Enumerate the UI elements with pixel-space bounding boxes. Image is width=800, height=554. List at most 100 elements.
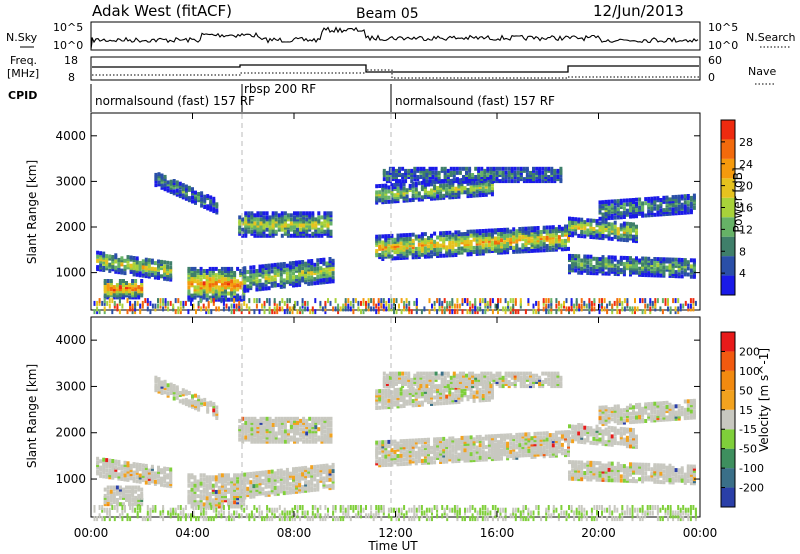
heatmap-cell (286, 229, 290, 234)
heatmap-cell (217, 285, 221, 290)
heatmap-cell (375, 236, 379, 241)
heatmap-cell (289, 437, 293, 442)
heatmap-cell (111, 309, 114, 315)
heatmap-cell (302, 219, 306, 224)
heatmap-cell (320, 439, 324, 444)
heatmap-cell (472, 245, 476, 250)
heatmap-cell (150, 464, 154, 469)
heatmap-cell (451, 240, 455, 245)
heatmap-cell (129, 465, 133, 470)
heatmap-cell (131, 306, 134, 312)
heatmap-cell (457, 454, 461, 459)
heatmap-cell (644, 197, 648, 202)
heatmap-cell (166, 188, 170, 193)
heatmap-cell (220, 298, 223, 304)
heatmap-cell (653, 206, 657, 211)
heatmap-cell (289, 425, 293, 430)
heatmap-cell (387, 452, 391, 457)
heatmap-cell (169, 480, 173, 484)
heatmap-cell (166, 275, 170, 280)
heatmap-cell (199, 271, 203, 275)
heatmap-cell (494, 228, 497, 233)
velocity-heatmap (93, 371, 697, 522)
cpid-row: CPID normalsound (fast) 157 RF rbsp 200 … (8, 82, 555, 112)
heatmap-cell (398, 303, 400, 309)
heatmap-cell (610, 228, 614, 233)
heatmap-cell (276, 303, 279, 309)
heatmap-cell (506, 244, 510, 249)
heatmap-cell (411, 249, 415, 254)
heatmap-cell (245, 303, 248, 309)
heatmap-cell (439, 441, 443, 446)
heatmap-cell (227, 277, 230, 282)
heatmap-cell (475, 445, 479, 450)
heatmap-cell (427, 458, 430, 463)
heatmap-cell (193, 289, 197, 294)
heatmap-cell (625, 228, 629, 232)
heatmap-cell (295, 281, 298, 286)
heatmap-cell (448, 187, 452, 192)
heatmap-cell (292, 483, 295, 488)
heatmap-cell (255, 471, 259, 476)
heatmap-cell (154, 172, 158, 177)
heatmap-cell (454, 450, 458, 455)
heatmap-cell (111, 255, 115, 259)
heatmap-cell (417, 438, 421, 443)
heatmap-cell (468, 177, 472, 182)
heatmap-cell (439, 247, 443, 252)
heatmap-cell (313, 464, 317, 469)
heatmap-cell (506, 248, 510, 253)
heatmap-cell (205, 483, 209, 488)
heatmap-cell (598, 265, 602, 270)
heatmap-cell (274, 423, 278, 427)
heatmap-cell (593, 306, 596, 312)
heatmap-cell (299, 427, 303, 432)
heatmap-cell (224, 496, 227, 501)
heatmap-cell (606, 309, 609, 315)
heatmap-cell (653, 273, 657, 278)
heatmap-cell (378, 440, 382, 445)
heatmap-cell (224, 473, 227, 478)
heatmap-cell (252, 484, 256, 489)
heatmap-cell (135, 475, 139, 480)
heatmap-cell (538, 173, 542, 177)
heatmap-cell (220, 273, 224, 278)
heatmap-cell (238, 300, 241, 306)
heatmap-cell (674, 270, 678, 275)
heatmap-cell (592, 267, 596, 272)
heatmap-cell (196, 494, 200, 499)
heatmap-cell (448, 300, 451, 306)
heatmap-cell (494, 303, 497, 309)
heatmap-cell (414, 459, 418, 464)
heatmap-cell (433, 449, 437, 454)
heatmap-cell (653, 196, 657, 201)
heatmap-cell (422, 173, 426, 177)
heatmap-cell (393, 309, 395, 315)
heatmap-cell (160, 380, 164, 385)
heatmap-cell (625, 208, 629, 213)
heatmap-cell (244, 437, 248, 442)
heatmap-cell (280, 431, 284, 436)
heatmap-cell (187, 498, 191, 503)
heatmap-cell (208, 285, 212, 290)
heatmap-cell (310, 479, 314, 484)
heatmap-cell (220, 494, 224, 499)
heatmap-cell (494, 230, 497, 235)
heatmap-cell (233, 500, 237, 505)
heatmap-cell (629, 222, 632, 227)
heatmap-cell (439, 460, 443, 464)
heatmap-cell (238, 306, 241, 312)
heatmap-cell (689, 298, 692, 304)
heatmap-cell (310, 471, 314, 476)
heatmap-cell (316, 485, 320, 490)
heatmap-cell (513, 179, 517, 184)
heatmap-cell (131, 485, 135, 490)
heatmap-cell (425, 173, 429, 177)
heatmap-cell (196, 485, 200, 490)
heatmap-cell (331, 465, 335, 469)
heatmap-cell (404, 173, 408, 177)
heatmap-cell (157, 469, 160, 474)
heatmap-cell (601, 216, 605, 221)
heatmap-cell (239, 281, 243, 286)
